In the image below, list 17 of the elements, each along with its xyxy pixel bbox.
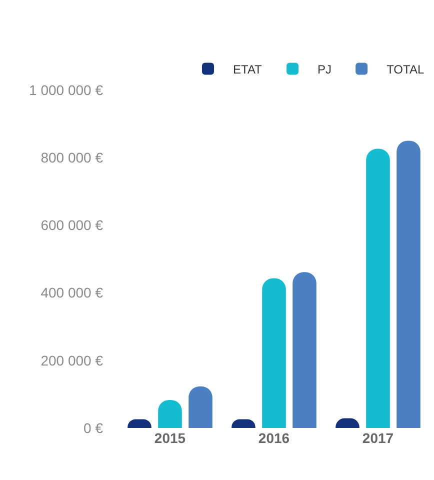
bar [396,140,420,428]
y-tick-label: 800 000 € [40,150,104,166]
bar [292,272,316,428]
x-tick-label: 2017 [362,430,394,446]
x-tick-label: 2016 [258,430,290,446]
legend-label: TOTAL [386,62,424,76]
x-tick-label: 2015 [154,430,186,446]
y-tick-label: 600 000 € [40,217,104,234]
bar [262,278,286,428]
bar [188,386,212,428]
legend-label: PJ [318,62,332,76]
y-tick-label: 400 000 € [40,284,104,301]
bar [366,148,390,428]
y-tick-label: 0 € [84,420,104,436]
legend-label: ETAT [233,62,263,76]
y-tick-label: 1 000 000 € [29,82,104,98]
y-tick-label: 200 000 € [40,352,104,368]
